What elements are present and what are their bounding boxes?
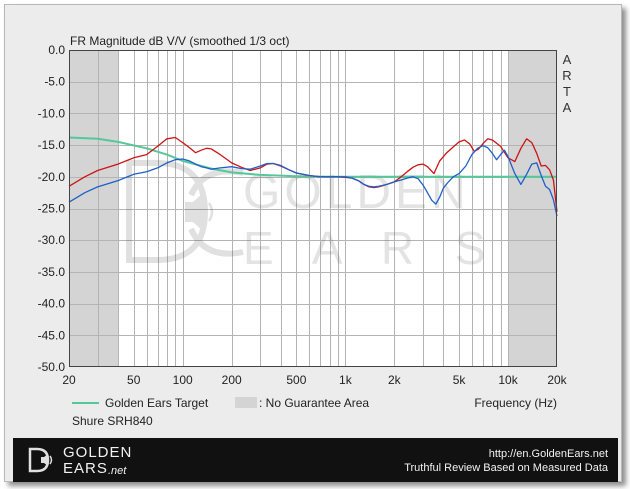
x-tick-label: 20 <box>62 373 76 387</box>
no-guarantee-regions <box>69 50 557 367</box>
footer-brand-suffix: .net <box>108 465 127 477</box>
x-tick-labels: 20 50 100 200 500 1k 2k 5k 10k 20k <box>62 373 567 387</box>
chart-title: FR Magnitude dB V/V (smoothed 1/3 oct) <box>70 34 289 48</box>
chart: GOLDEN E A R S 0.0 -5.0 -10.0 -15.0 -20.0 -25… <box>38 34 572 428</box>
footer-brand-line1: GOLDEN <box>63 444 133 461</box>
y-tick-label: -20.0 <box>38 170 66 184</box>
no-guarantee-region-1 <box>508 50 557 367</box>
x-tick-label: 2k <box>388 373 402 387</box>
y-tick-label: 0.0 <box>48 43 65 57</box>
chart-window: GOLDEN E A R S 0.0 -5.0 -10.0 -15.0 -20.0 -25… <box>4 4 622 482</box>
x-axis-label: Frequency (Hz) <box>474 396 557 410</box>
golden-ears-logo-icon <box>28 447 53 473</box>
x-tick-label: 200 <box>222 373 242 387</box>
legend-target-label: Golden Ears Target <box>105 396 209 410</box>
legend-product-label: Shure SRH840 <box>72 414 153 428</box>
footer-brand-line2: EARS <box>63 460 108 477</box>
watermark-sound-wave-icon <box>207 202 214 222</box>
arta-letter: A <box>563 100 572 115</box>
x-tick-label: 10k <box>498 373 518 387</box>
x-tick-label: 100 <box>173 373 193 387</box>
plot-border <box>69 50 557 367</box>
watermark-d-icon <box>126 160 209 263</box>
x-tick-label: 500 <box>286 373 306 387</box>
watermark-line1: GOLDEN <box>243 166 470 219</box>
watermark-speaker-icon <box>185 193 203 231</box>
arta-letter: T <box>563 84 571 99</box>
y-tick-label: -25.0 <box>38 202 66 216</box>
plot-area <box>69 50 557 367</box>
y-tick-label: -5.0 <box>44 75 65 89</box>
footer-tagline: Truthful Review Based on Measured Data <box>404 462 608 474</box>
x-tick-label: 1k <box>339 373 353 387</box>
no-guarantee-region-0 <box>69 50 118 367</box>
y-tick-label: -45.0 <box>38 328 66 342</box>
y-tick-label: -15.0 <box>38 138 66 152</box>
y-tick-label: -35.0 <box>38 265 66 279</box>
watermark-line2: E A R S <box>243 222 500 274</box>
y-tick-label: -50.0 <box>38 360 66 374</box>
footer-url: http://en.GoldenEars.net <box>488 448 608 460</box>
footer-banner: GOLDEN EARS .net http://en.GoldenEars.ne… <box>13 438 618 482</box>
x-tick-label: 50 <box>127 373 141 387</box>
x-tick-label: 20k <box>547 373 567 387</box>
series-line-1 <box>68 136 558 212</box>
y-tick-label: -40.0 <box>38 297 66 311</box>
watermark-logo: GOLDEN E A R S <box>126 160 500 274</box>
y-tick-label: -10.0 <box>38 106 66 120</box>
series-line-target <box>68 136 557 178</box>
series-lines <box>68 136 558 217</box>
y-tick-label: -30.0 <box>38 233 66 247</box>
y-tick-labels: 0.0 -5.0 -10.0 -15.0 -20.0 -25.0 -30.0 -35.0 -40… <box>38 43 66 374</box>
legend-no-guarantee-swatch <box>235 397 257 408</box>
arta-letter: R <box>562 68 571 83</box>
x-tick-label: 5k <box>453 373 467 387</box>
legend-no-guarantee-label: : No Guarantee Area <box>259 396 369 410</box>
series-line-2 <box>68 145 558 217</box>
arta-letter: A <box>563 52 572 67</box>
